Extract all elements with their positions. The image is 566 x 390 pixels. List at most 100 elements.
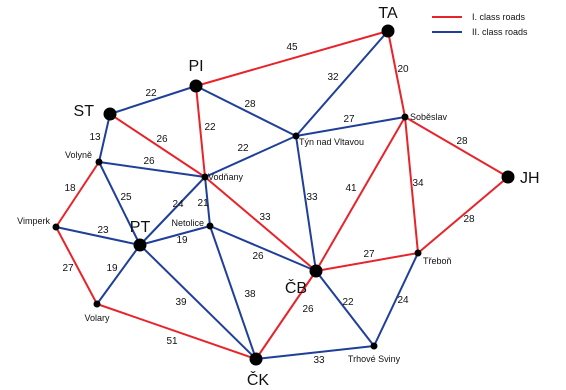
node-label-pi: PI bbox=[188, 58, 203, 75]
legend: I. class roads II. class roads bbox=[432, 12, 528, 37]
road-distance-label: 20 bbox=[397, 64, 409, 75]
node-label-vod: Vodňany bbox=[208, 172, 244, 182]
road-distance-label: 22 bbox=[145, 88, 157, 99]
node-label-pt: PT bbox=[130, 219, 151, 236]
road-pi-ta bbox=[195, 30, 389, 87]
node-ck bbox=[249, 352, 263, 366]
node-label-net: Netolice bbox=[171, 218, 204, 228]
node-cb bbox=[309, 264, 323, 278]
node-ta bbox=[381, 24, 395, 38]
road-distance-label: 23 bbox=[97, 225, 109, 236]
road-ta-tyn bbox=[295, 30, 389, 137]
node-tre bbox=[414, 249, 422, 257]
node-pi bbox=[189, 79, 203, 93]
road-distance-label: 21 bbox=[197, 198, 209, 209]
node-vlr bbox=[93, 300, 101, 308]
road-tre-tsv bbox=[373, 252, 419, 347]
road-vol-vim bbox=[55, 161, 100, 228]
road-tyn-cb bbox=[295, 135, 317, 272]
road-cb-tsv bbox=[315, 270, 375, 347]
road-ta-sob bbox=[387, 30, 406, 118]
road-distance-label: 45 bbox=[286, 42, 298, 53]
node-label-sob: Soběslav bbox=[410, 112, 448, 122]
road-sob-cb bbox=[315, 116, 406, 272]
road-distance-label: 22 bbox=[204, 122, 216, 133]
edges bbox=[55, 30, 509, 360]
node-tsv bbox=[370, 342, 378, 350]
road-vim-vlr bbox=[55, 226, 98, 305]
node-net bbox=[206, 222, 214, 230]
road-vlr-ck bbox=[96, 303, 257, 360]
node-label-st: ST bbox=[74, 103, 95, 120]
node-labels: TA PI ST JH PT ČB ČK Soběslav Týn nad Vltavou Vol… bbox=[17, 5, 539, 389]
road-net-ck bbox=[209, 225, 257, 360]
node-label-vol: Volyně bbox=[65, 150, 92, 160]
road-pt-vlr bbox=[96, 244, 141, 305]
road-distance-label: 18 bbox=[64, 183, 76, 194]
edge-labels: 45 20 32 22 28 22 27 26 13 22 28 26 18 25 24 21 33 33 41 34… bbox=[62, 42, 475, 366]
road-distance-label: 33 bbox=[259, 212, 271, 223]
road-jh-tre bbox=[417, 176, 509, 254]
road-distance-label: 27 bbox=[62, 263, 74, 274]
legend-label-class1: I. class roads bbox=[472, 12, 526, 22]
node-jh bbox=[501, 170, 515, 184]
road-distance-label: 25 bbox=[120, 192, 132, 203]
road-ck-tsv bbox=[255, 345, 375, 360]
road-distance-label: 28 bbox=[244, 99, 256, 110]
road-distance-label: 26 bbox=[156, 134, 168, 145]
node-sob bbox=[401, 113, 409, 121]
road-distance-label: 41 bbox=[345, 183, 357, 194]
node-label-tsv: Trhové Sviny bbox=[348, 354, 401, 364]
road-net-pt bbox=[139, 225, 211, 246]
road-cb-ck bbox=[255, 270, 317, 360]
road-vol-pt bbox=[98, 161, 141, 246]
road-vol-vod bbox=[98, 161, 206, 178]
road-distance-label: 33 bbox=[306, 192, 318, 203]
node-st bbox=[103, 107, 117, 121]
road-distance-label: 27 bbox=[343, 114, 355, 125]
road-vod-net bbox=[204, 176, 211, 227]
road-distance-label: 28 bbox=[456, 136, 468, 147]
road-net-cb bbox=[209, 225, 317, 272]
road-distance-label: 26 bbox=[252, 251, 264, 262]
road-vim-pt bbox=[55, 226, 141, 246]
node-label-tre: Třeboň bbox=[423, 256, 452, 266]
road-sob-jh bbox=[404, 116, 509, 178]
road-distance-label: 33 bbox=[313, 355, 325, 366]
legend-label-class2: II. class roads bbox=[472, 27, 528, 37]
road-distance-label: 34 bbox=[412, 178, 424, 189]
road-distance-label: 22 bbox=[237, 143, 249, 154]
node-vol bbox=[95, 158, 103, 166]
node-label-vlr: Volary bbox=[84, 313, 110, 323]
node-label-ck: ČK bbox=[247, 370, 270, 389]
road-pt-ck bbox=[139, 244, 257, 360]
node-vim bbox=[52, 223, 60, 231]
road-distance-label: 24 bbox=[172, 199, 184, 210]
node-tyn bbox=[292, 132, 300, 140]
node-label-ta: TA bbox=[378, 5, 398, 22]
road-distance-label: 28 bbox=[463, 214, 475, 225]
node-vod bbox=[201, 173, 209, 181]
road-distance-label: 38 bbox=[244, 289, 256, 300]
road-distance-label: 19 bbox=[106, 263, 118, 274]
road-vod-tyn bbox=[204, 135, 297, 178]
road-st-vod bbox=[109, 113, 206, 178]
node-label-tyn: Týn nad Vltavou bbox=[299, 137, 364, 147]
road-distance-label: 19 bbox=[176, 235, 188, 246]
road-st-pi bbox=[109, 85, 197, 115]
road-pi-vod bbox=[195, 85, 206, 178]
road-distance-label: 32 bbox=[327, 72, 339, 83]
road-distance-label: 39 bbox=[175, 297, 187, 308]
node-label-jh: JH bbox=[520, 170, 540, 187]
road-tyn-sob bbox=[295, 116, 406, 137]
road-sob-tre bbox=[404, 116, 419, 254]
road-vod-cb bbox=[204, 176, 317, 272]
road-distance-label: 27 bbox=[363, 249, 375, 260]
node-label-cb: ČB bbox=[285, 278, 307, 297]
road-vod-pt bbox=[139, 176, 206, 246]
nodes bbox=[52, 24, 515, 366]
road-distance-label: 13 bbox=[89, 132, 101, 143]
node-pt bbox=[133, 238, 147, 252]
road-distance-label: 22 bbox=[342, 297, 354, 308]
